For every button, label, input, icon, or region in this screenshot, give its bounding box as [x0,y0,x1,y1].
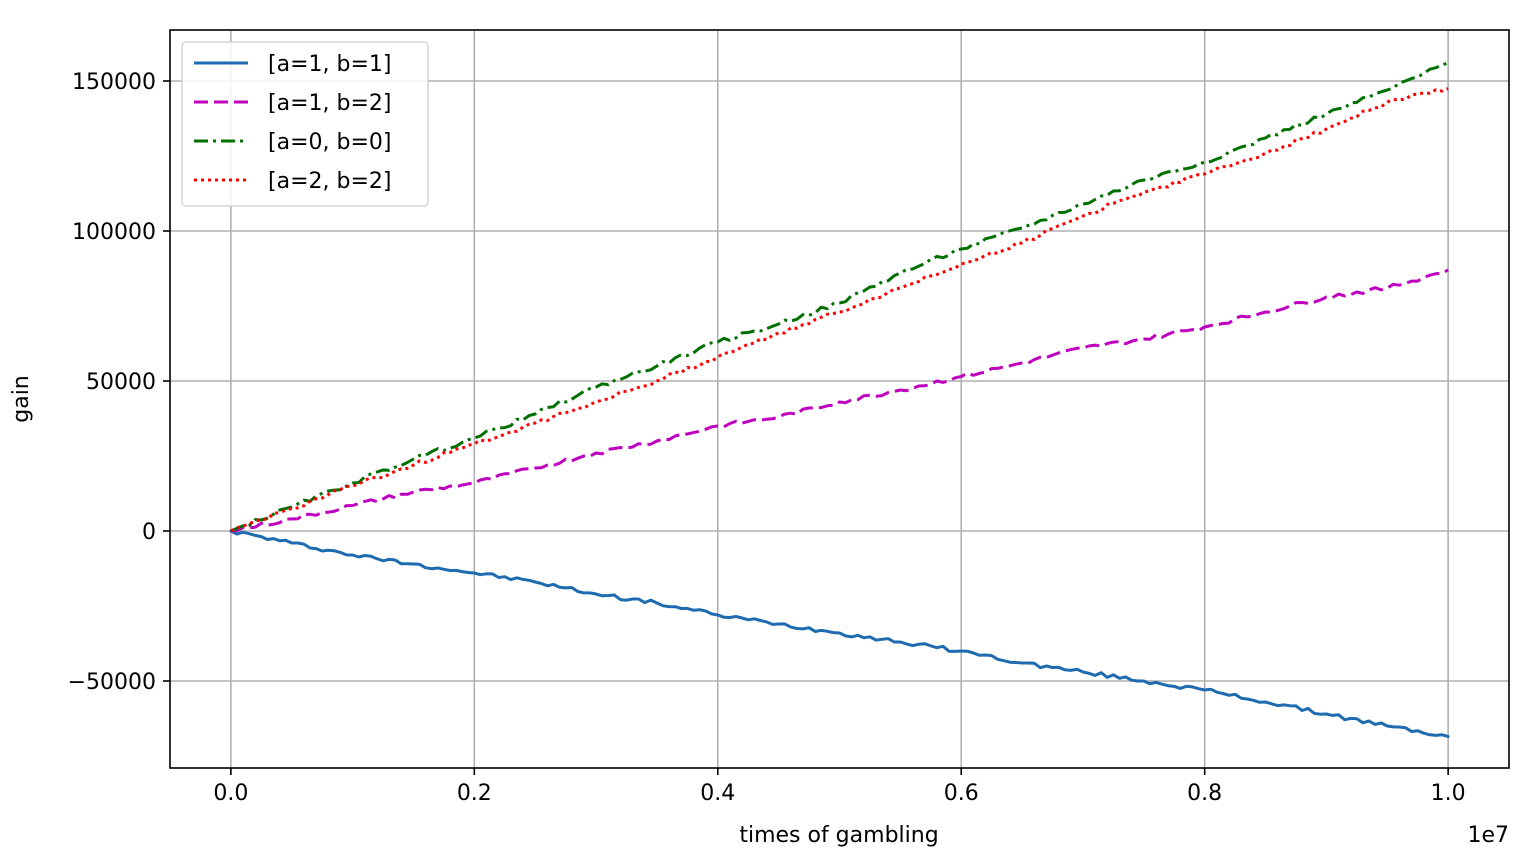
legend-box [181,41,429,207]
y-tick-label: −50000 [68,670,156,695]
y-tick-label: 50000 [86,370,156,395]
x-axis-label: times of gambling [739,823,938,848]
y-axis-ticks: −50000 0 50000 100000 150000 [68,70,170,695]
y-tick-label: 0 [142,520,156,545]
x-tick-label: 0.2 [457,781,492,806]
x-offset-text: 1e7 [1467,823,1509,848]
x-tick-label: 0.8 [1187,781,1222,806]
series-line-a-1-b-1 [229,529,1450,738]
x-tick-label: 1.0 [1431,781,1466,806]
legend-label-a-1-b-2: [a=1, b=2] [268,91,391,116]
series-layer [229,61,1450,738]
y-axis-label: gain [9,375,34,423]
legend-entries: [a=1, b=1] [a=1, b=2] [a=0, b=0] [a=2, b=2] [194,52,391,194]
y-tick-label: 150000 [72,70,156,95]
series-line-a-2-b-2 [230,87,1449,533]
x-tick-label: 0.6 [944,781,979,806]
x-tick-label: 0.0 [213,781,248,806]
series-line-a-0-b-0 [230,61,1449,533]
grid [170,30,1509,768]
plot-frame [169,29,1510,769]
series-line-a-1-b-2 [230,268,1449,533]
legend: [a=1, b=1] [a=1, b=2] [a=0, b=0] [a=2, b=2] [181,41,429,207]
legend-label-a-2-b-2: [a=2, b=2] [268,169,391,194]
x-tick-label: 0.4 [700,781,735,806]
y-tick-label: 100000 [72,220,156,245]
x-axis-ticks: 0.0 0.2 0.4 0.6 0.8 1.0 [213,768,1466,806]
legend-label-a-1-b-1: [a=1, b=1] [268,52,391,77]
legend-label-a-0-b-0: [a=0, b=0] [268,130,391,155]
